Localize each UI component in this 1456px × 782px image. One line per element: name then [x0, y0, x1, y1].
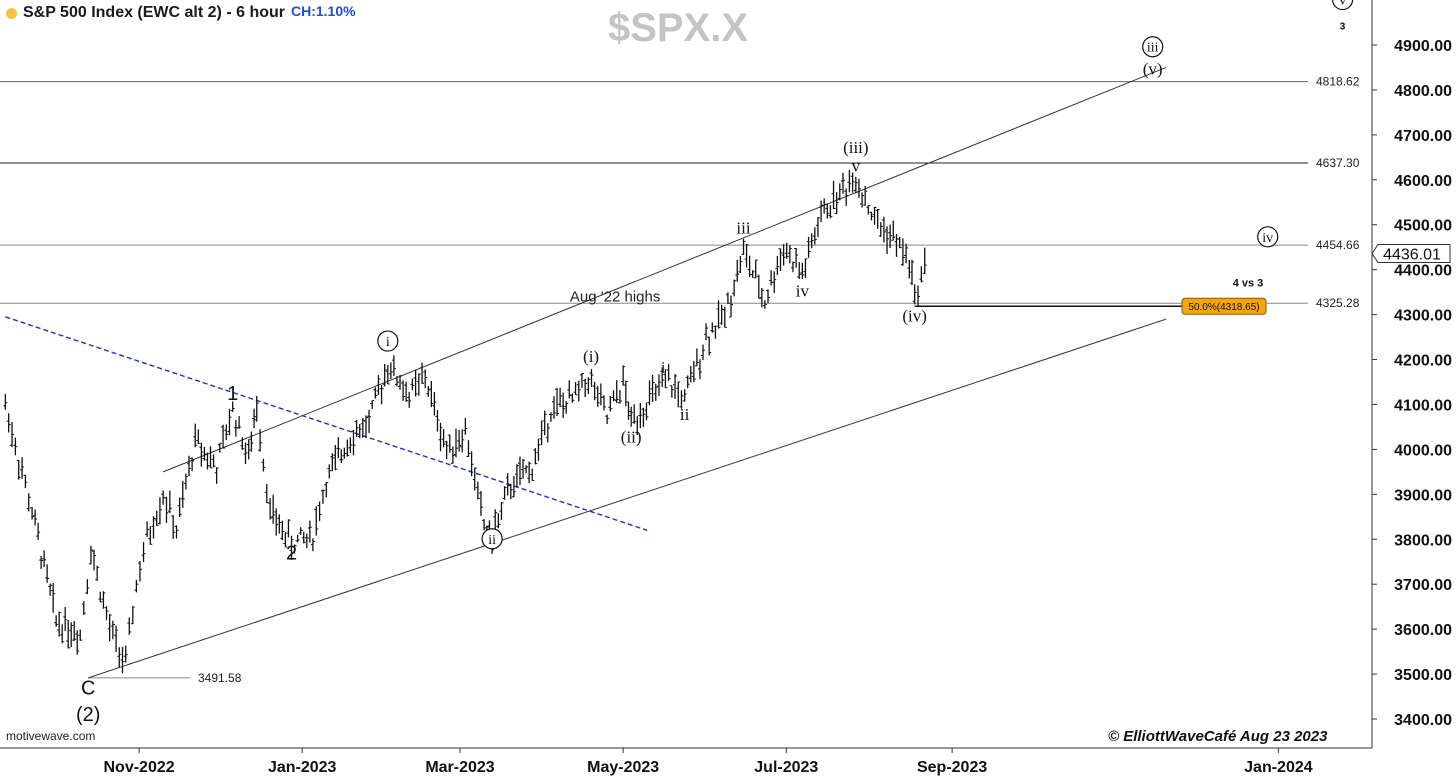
last-price-label: 4436.01	[1383, 246, 1441, 263]
level-label: 4818.62	[1316, 75, 1360, 89]
y-tick-label: 4700.00	[1394, 128, 1452, 145]
wave-label: 1	[227, 383, 238, 405]
level-label: 4454.66	[1316, 238, 1360, 252]
level-label: 4637.30	[1316, 156, 1360, 170]
y-tick-label: 3600.00	[1394, 622, 1452, 639]
wave-label: (v)	[1143, 60, 1163, 79]
x-tick-label: Nov-2022	[103, 759, 174, 776]
wave-label: 3	[1340, 22, 1346, 33]
x-tick-label: Jan-2024	[1244, 759, 1313, 776]
x-tick-label: Mar-2023	[425, 759, 494, 776]
wave-label: (ii)	[621, 428, 642, 447]
y-tick-label: 3900.00	[1394, 487, 1452, 504]
y-tick-label: 4800.00	[1394, 83, 1452, 100]
y-tick-label: 4900.00	[1394, 38, 1452, 55]
wave-label: i	[386, 335, 390, 350]
last-price-tag	[1371, 243, 1451, 263]
annotation-text: 4 vs 3	[1233, 278, 1264, 290]
y-tick-label: 3500.00	[1394, 667, 1452, 684]
change-label: CH:1.10%	[290, 3, 356, 19]
wave-label: (i)	[583, 347, 599, 366]
y-tick-label: 4000.00	[1394, 442, 1452, 459]
status-dot	[6, 7, 17, 19]
header-bar: S&P 500 Index (EWC alt 2) - 6 hour CH:1.…	[6, 3, 356, 22]
y-tick-label: 4600.00	[1394, 173, 1452, 190]
y-tick-label: 4500.00	[1394, 218, 1452, 235]
credit-label: © ElliottWaveCafé Aug 23 2023	[1108, 728, 1328, 745]
wave-label-circle	[481, 528, 503, 550]
wave-label: iii	[736, 219, 750, 238]
fib-label: 50.0%(4318.65)	[1188, 302, 1259, 313]
y-tick-label: 3400.00	[1394, 712, 1452, 729]
wave-label: (iv)	[902, 306, 927, 325]
trendline-upper-channel	[162, 67, 1167, 473]
level-label: 4325.28	[1316, 296, 1360, 310]
y-tick-label: 3800.00	[1394, 532, 1452, 549]
wave-label: iv	[796, 282, 810, 301]
x-tick-label: Jul-2023	[754, 759, 818, 776]
symbol-watermark: $SPX.X	[608, 6, 749, 50]
wave-label: iv	[1262, 231, 1273, 246]
wave-label-circle	[377, 330, 399, 352]
price-bars	[3, 169, 927, 674]
wave-label: ii	[488, 533, 496, 548]
wave-label-circle	[1142, 36, 1164, 58]
wave-label: v	[852, 157, 861, 176]
y-tick-label: 4300.00	[1394, 308, 1452, 325]
x-tick-label: Jan-2023	[268, 759, 337, 776]
x-tick-label: Sep-2023	[917, 759, 987, 776]
chart-title: S&P 500 Index (EWC alt 2) - 6 hour	[23, 4, 285, 21]
level-label: 3491.58	[198, 671, 242, 685]
wave-label: (2)	[76, 704, 100, 726]
wave-label: 2	[286, 542, 297, 564]
y-tick-label: 4400.00	[1394, 263, 1452, 280]
y-tick-label: 3700.00	[1394, 577, 1452, 594]
wave-label: i	[661, 358, 666, 377]
y-tick-label: 4100.00	[1394, 397, 1452, 414]
annotation-text: Aug '22 highs	[570, 288, 660, 305]
trendline-lower-channel	[88, 318, 1167, 679]
wave-label: C	[81, 677, 95, 699]
annotations: Aug '22 highs 4 vs 3 50.0%(4318.65)	[570, 278, 1267, 315]
x-tick-label: May-2023	[587, 759, 659, 776]
wave-label-circle	[1331, 0, 1354, 11]
wave-label: iii	[1147, 41, 1159, 56]
fib-box	[1181, 297, 1267, 315]
source-label: motivewave.com	[6, 729, 96, 743]
trendlines	[5, 67, 1167, 679]
wave-label: (iii)	[843, 138, 869, 157]
y-tick-label: 4200.00	[1394, 353, 1452, 370]
horizontal-levels: 4818.62 4637.30 4454.66 4325.28 3491.58	[0, 75, 1360, 685]
wave-label: v	[1339, 0, 1346, 9]
wave-label: ii	[680, 405, 690, 424]
trendline-downtrend	[5, 316, 648, 531]
wave-label-circle	[1257, 226, 1279, 248]
wave-labels: 12C(2)iii(i)(ii)iiiiiiiv(iii)v(iv)iviii(…	[76, 0, 1354, 726]
